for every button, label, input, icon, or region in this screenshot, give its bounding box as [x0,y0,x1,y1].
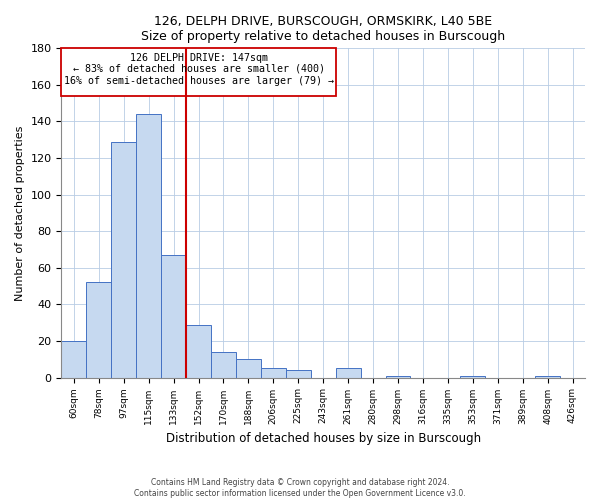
X-axis label: Distribution of detached houses by size in Burscough: Distribution of detached houses by size … [166,432,481,445]
Y-axis label: Number of detached properties: Number of detached properties [15,126,25,300]
Bar [186,324,211,378]
Bar [161,255,186,378]
Text: 16% of semi-detached houses are larger (79) →: 16% of semi-detached houses are larger (… [64,76,334,86]
Bar [236,360,261,378]
Bar [386,376,410,378]
Bar [111,142,136,378]
Bar [261,368,286,378]
Title: 126, DELPH DRIVE, BURSCOUGH, ORMSKIRK, L40 5BE
Size of property relative to deta: 126, DELPH DRIVE, BURSCOUGH, ORMSKIRK, L… [141,15,505,43]
Bar [286,370,311,378]
Bar [61,341,86,378]
Bar [335,368,361,378]
Bar [211,352,236,378]
Text: 126 DELPH DRIVE: 147sqm: 126 DELPH DRIVE: 147sqm [130,53,268,63]
Bar [86,282,111,378]
Text: ← 83% of detached houses are smaller (400): ← 83% of detached houses are smaller (40… [73,64,325,74]
Bar [535,376,560,378]
Bar [460,376,485,378]
FancyBboxPatch shape [61,48,335,96]
Bar [136,114,161,378]
Text: Contains HM Land Registry data © Crown copyright and database right 2024.
Contai: Contains HM Land Registry data © Crown c… [134,478,466,498]
